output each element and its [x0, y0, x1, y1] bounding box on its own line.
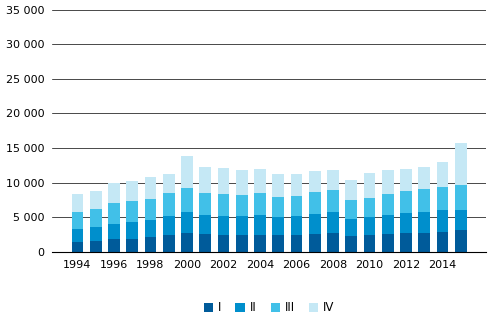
Bar	[90, 227, 102, 241]
Bar	[418, 189, 430, 212]
Bar	[71, 229, 84, 242]
Bar	[108, 183, 120, 203]
Bar	[364, 235, 375, 252]
Bar	[309, 234, 321, 252]
Bar	[455, 210, 467, 230]
Bar	[254, 169, 266, 193]
Bar	[163, 174, 175, 193]
Bar	[418, 232, 430, 252]
Bar	[199, 234, 211, 252]
Bar	[126, 222, 138, 239]
Bar	[455, 185, 467, 210]
Bar	[309, 171, 321, 192]
Bar	[145, 237, 156, 252]
Bar	[217, 194, 229, 216]
Bar	[345, 200, 357, 219]
Bar	[455, 230, 467, 252]
Bar	[181, 188, 193, 212]
Bar	[126, 239, 138, 252]
Bar	[217, 168, 229, 194]
Bar	[382, 194, 394, 215]
Bar	[71, 212, 84, 229]
Bar	[126, 201, 138, 222]
Bar	[90, 191, 102, 209]
Bar	[291, 235, 303, 252]
Bar	[327, 170, 339, 190]
Bar	[327, 232, 339, 252]
Bar	[382, 215, 394, 234]
Bar	[163, 216, 175, 235]
Bar	[273, 174, 284, 197]
Bar	[163, 193, 175, 216]
Bar	[145, 177, 156, 199]
Bar	[108, 224, 120, 240]
Bar	[273, 197, 284, 216]
Bar	[254, 193, 266, 215]
Bar	[236, 216, 247, 235]
Bar	[382, 234, 394, 252]
Bar	[181, 232, 193, 252]
Bar	[126, 181, 138, 201]
Bar	[309, 192, 321, 214]
Bar	[436, 162, 448, 187]
Bar	[436, 187, 448, 210]
Bar	[90, 209, 102, 227]
Bar	[309, 214, 321, 234]
Bar	[199, 215, 211, 234]
Legend: I, II, III, IV: I, II, III, IV	[199, 297, 339, 319]
Bar	[291, 196, 303, 216]
Bar	[400, 213, 412, 233]
Bar	[291, 216, 303, 235]
Bar	[236, 170, 247, 195]
Bar	[108, 203, 120, 224]
Bar	[181, 212, 193, 232]
Bar	[181, 156, 193, 188]
Bar	[418, 212, 430, 232]
Bar	[400, 233, 412, 252]
Bar	[364, 217, 375, 235]
Bar	[345, 180, 357, 200]
Bar	[345, 219, 357, 236]
Bar	[145, 199, 156, 220]
Bar	[327, 190, 339, 213]
Bar	[254, 235, 266, 252]
Bar	[108, 240, 120, 252]
Bar	[436, 232, 448, 252]
Bar	[291, 174, 303, 196]
Bar	[217, 235, 229, 252]
Bar	[273, 235, 284, 252]
Bar	[400, 191, 412, 213]
Bar	[163, 235, 175, 252]
Bar	[236, 195, 247, 216]
Bar	[236, 235, 247, 252]
Bar	[364, 198, 375, 217]
Bar	[436, 210, 448, 232]
Bar	[400, 169, 412, 191]
Bar	[199, 193, 211, 215]
Bar	[382, 170, 394, 194]
Bar	[455, 142, 467, 185]
Bar	[145, 220, 156, 237]
Bar	[71, 242, 84, 252]
Bar	[199, 168, 211, 193]
Bar	[273, 216, 284, 235]
Bar	[364, 173, 375, 198]
Bar	[217, 216, 229, 235]
Bar	[71, 194, 84, 212]
Bar	[254, 215, 266, 235]
Bar	[345, 236, 357, 252]
Bar	[327, 213, 339, 232]
Bar	[90, 241, 102, 252]
Bar	[418, 167, 430, 189]
